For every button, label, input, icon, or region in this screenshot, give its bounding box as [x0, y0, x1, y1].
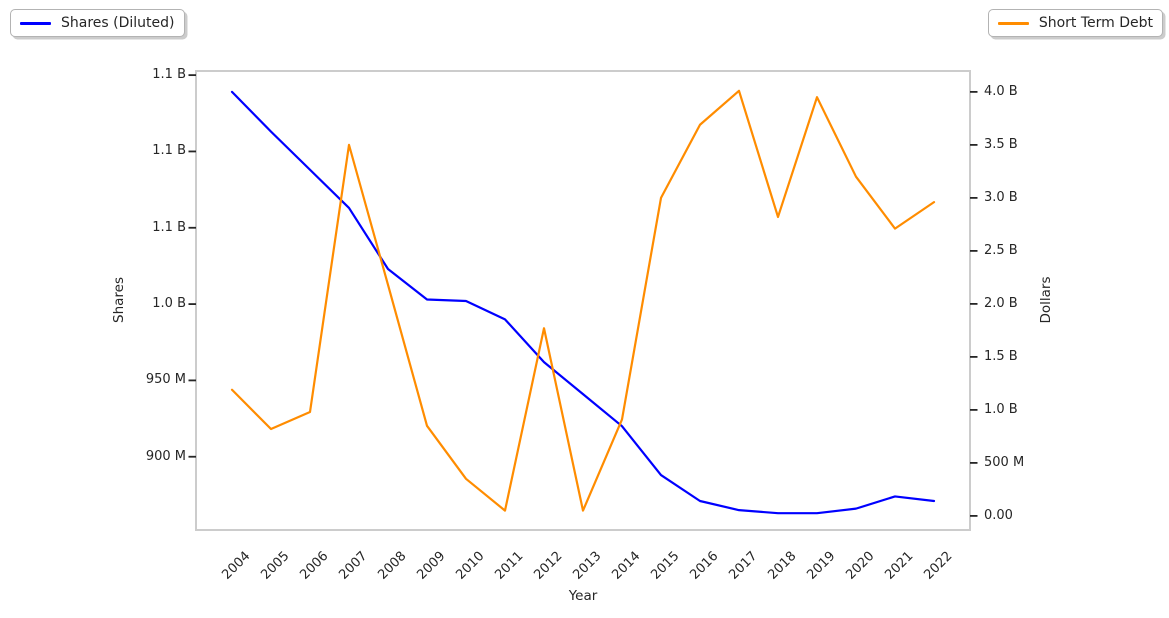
- right-axis-tick-label: 4.0 B: [984, 83, 1018, 99]
- right-axis-tick-label: 2.0 B: [984, 295, 1018, 311]
- right-axis-tick-label: 3.0 B: [984, 189, 1018, 205]
- right-axis-tick-label: 0.00: [984, 507, 1013, 523]
- short-term-debt-line: [230, 89, 936, 512]
- right-axis-tick-label: 1.0 B: [984, 401, 1018, 417]
- debt-line-swatch: [997, 21, 1029, 25]
- shares-line-swatch: [20, 21, 51, 25]
- right-axis-title: Dollars: [1038, 276, 1054, 324]
- left-axis-title: Shares: [111, 277, 127, 323]
- left-axis-tick-label: 1.1 B: [152, 143, 186, 159]
- left-axis-tick-label: 1.1 B: [152, 219, 186, 235]
- right-axis-tick-label: 3.5 B: [984, 136, 1018, 152]
- x-axis-title: Year: [568, 588, 598, 604]
- legend-short-term-debt: Short Term Debt: [987, 9, 1163, 37]
- left-axis-tick-label: 900 M: [145, 448, 186, 464]
- legend-shares-label: Shares (Diluted): [61, 15, 175, 31]
- right-axis-tick-label: 2.5 B: [984, 242, 1018, 258]
- left-axis-tick-label: 1.1 B: [152, 67, 186, 83]
- legend-shares-diluted: Shares (Diluted): [10, 9, 185, 37]
- left-axis-tick-label: 950 M: [145, 372, 186, 388]
- left-axis-tick-label: 1.0 B: [152, 296, 186, 312]
- right-axis-tick-label: 500 M: [984, 454, 1025, 470]
- legend-debt-label: Short Term Debt: [1038, 15, 1153, 31]
- shares-diluted-line: [230, 90, 936, 515]
- right-axis-tick-label: 1.5 B: [984, 348, 1018, 364]
- plot-border: [195, 70, 971, 531]
